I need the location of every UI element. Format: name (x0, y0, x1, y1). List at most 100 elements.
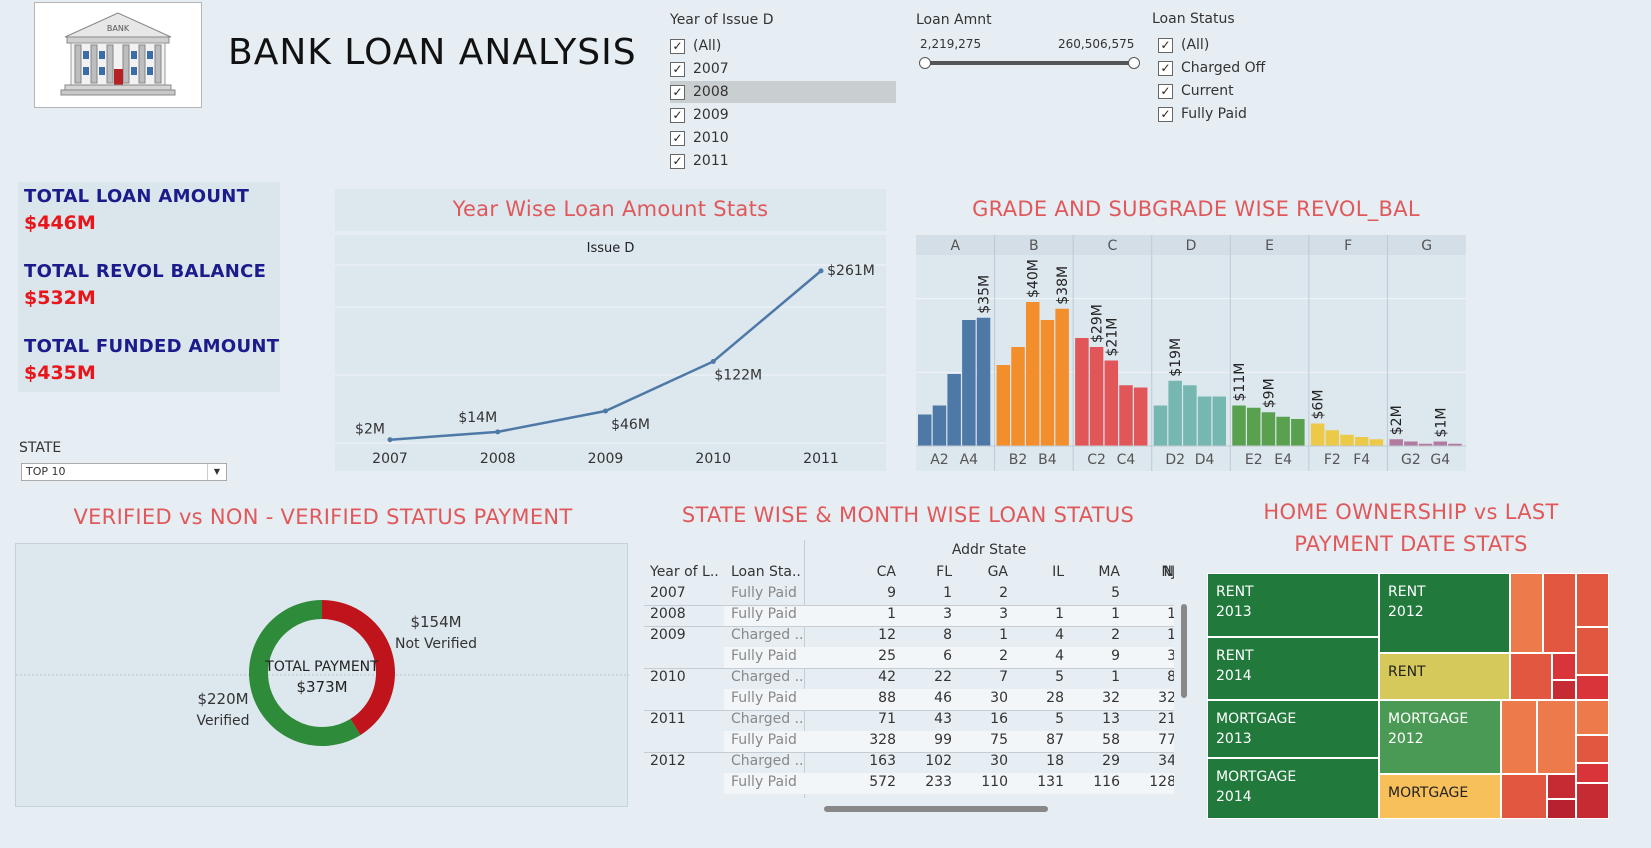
row-band (724, 605, 1174, 626)
column-header: FL (936, 564, 952, 580)
grade-bar (1448, 443, 1462, 446)
grade-header: G (1421, 238, 1432, 254)
loan_status-filter-option[interactable]: ✓ Charged Off (1158, 57, 1318, 79)
x-tick-label: 2008 (480, 451, 516, 467)
row-status: Fully Paid (731, 690, 797, 706)
loan_status-filter-option[interactable]: ✓ Current (1158, 80, 1318, 102)
grade-bar (947, 374, 961, 446)
row-status: Fully Paid (731, 585, 797, 601)
loan-amnt-slider-min-handle[interactable] (919, 57, 931, 69)
treemap-tile: RENT 2012 (1379, 573, 1510, 653)
grade-bar (1104, 360, 1119, 446)
year-filter-option[interactable]: ✓ 2007 (670, 58, 896, 80)
verified-chart-panel: TOTAL PAYMENT $373M $154M Not Verified $220M… (15, 543, 629, 807)
row-header: Loan Sta.. (731, 564, 801, 580)
table-cell: 1 (1167, 606, 1174, 622)
table-cell: 2 (999, 585, 1008, 601)
column-group-header: Addr State (951, 542, 1027, 558)
grade-bar (1276, 416, 1290, 446)
grade-bar (1197, 396, 1212, 446)
checkbox-icon[interactable]: ✓ (1158, 60, 1173, 76)
table-cell: 1 (1167, 627, 1174, 643)
column-header: IL (1052, 564, 1064, 580)
table-cell: 18 (1046, 753, 1064, 769)
state-month-title: STATE WISE & MONTH WISE LOAN STATUS (681, 503, 1135, 527)
slice-value-label: $154M (410, 613, 461, 631)
treemap-tile: MORTGAGE 2012 (1379, 700, 1501, 774)
treemap-tile-small (1543, 573, 1576, 653)
total-funded-amount-label: TOTAL FUNDED AMOUNT (24, 336, 280, 357)
table-cell: 32 (1158, 690, 1174, 706)
table-cell: 8 (1167, 669, 1174, 685)
row-divider (644, 605, 1174, 606)
checkbox-icon[interactable]: ✓ (670, 61, 685, 77)
checkbox-icon[interactable]: ✓ (1158, 37, 1173, 53)
checkbox-icon[interactable]: ✓ (1158, 83, 1173, 99)
grade-title: GRADE AND SUBGRADE WISE REVOL_BAL (972, 197, 1420, 221)
state-select-value: TOP 10 (26, 465, 66, 478)
x-tick-label: D2 (1165, 452, 1185, 468)
table-cell: 1 (1111, 606, 1120, 622)
loan_status-filter-option[interactable]: ✓ (All) (1158, 34, 1318, 56)
bar-data-label: $38M (1055, 266, 1071, 305)
table-cell: 5 (1055, 669, 1064, 685)
grade-bar (1040, 320, 1055, 446)
grade-header-band (916, 235, 1466, 255)
table-horizontal-scrollbar[interactable] (824, 806, 1048, 812)
row-band (724, 773, 1174, 794)
year-filter-option[interactable]: ✓ (All) (670, 35, 896, 57)
year-filter-option-label: 2007 (693, 61, 729, 77)
grade-bar (1246, 407, 1261, 446)
total-revol-balance-value: $532M (24, 287, 96, 309)
year-filter-option[interactable]: ✓ 2011 (670, 150, 896, 172)
crosstab-grid: Addr State Year of L.. Loan Sta.. CA FL GA IL M… (644, 540, 1174, 798)
year-filter-option[interactable]: ✓ 2010 (670, 127, 896, 149)
treemap-tile: RENT (1379, 653, 1510, 700)
table-cell: 16 (990, 711, 1008, 727)
home-title-line1: HOME OWNERSHIP vs LAST (1263, 500, 1559, 524)
chevron-down-icon[interactable]: ▼ (207, 464, 226, 480)
grade-bar (1389, 439, 1403, 446)
year-filter-option[interactable]: ✓ 2009 (670, 104, 896, 126)
table-cell: 163 (869, 753, 896, 769)
loan-amnt-slider-track[interactable] (925, 61, 1133, 65)
line-point (818, 268, 824, 274)
bar-data-label: $35M (977, 275, 993, 314)
table-vertical-scrollbar[interactable] (1181, 604, 1187, 698)
grade-header: B (1029, 238, 1039, 254)
loan_status-filter-option-label: Fully Paid (1181, 106, 1247, 122)
checkbox-icon[interactable]: ✓ (670, 84, 685, 100)
grade-bar (1354, 437, 1369, 446)
table-cell: 2 (999, 648, 1008, 664)
table-cell: 32 (1102, 690, 1120, 706)
home-treemap: RENT 2013 RENT 2012 RENT 2014 RENT MORTGAGE 2013… (1207, 573, 1609, 819)
table-cell: 4 (1055, 648, 1064, 664)
year-filter-option-label: 2009 (693, 107, 729, 123)
x-tick-label: G2 (1401, 452, 1421, 468)
table-cell: 87 (1046, 732, 1064, 748)
loan_status-filter-option[interactable]: ✓ Fully Paid (1158, 103, 1318, 125)
grade-bar (1369, 439, 1384, 446)
table-cell: 99 (934, 732, 952, 748)
checkbox-icon[interactable]: ✓ (1158, 106, 1173, 122)
year-filter-option[interactable]: ✓ 2008 (670, 81, 896, 103)
table-cell: 34 (1158, 753, 1174, 769)
line-data-label: $122M (714, 367, 762, 383)
table-cell: 3 (1167, 648, 1174, 664)
logo-text: BANK (107, 24, 130, 33)
line-point (495, 429, 501, 435)
state-select[interactable]: TOP 10 ▼ (21, 463, 227, 481)
loan-amnt-filter-title: Loan Amnt (916, 12, 992, 28)
line-chart-header: Issue D (587, 241, 635, 256)
checkbox-icon[interactable]: ✓ (670, 38, 685, 54)
checkbox-icon[interactable]: ✓ (670, 107, 685, 123)
treemap-tile-small (1576, 763, 1609, 783)
grade-bar (1433, 441, 1448, 446)
treemap-tile: MORTGAGE (1379, 774, 1501, 819)
table-cell: 116 (1093, 774, 1120, 790)
checkbox-icon[interactable]: ✓ (670, 130, 685, 146)
loan-amnt-slider-max-handle[interactable] (1128, 57, 1140, 69)
checkbox-icon[interactable]: ✓ (670, 153, 685, 169)
grade-bar (1232, 405, 1246, 446)
line-data-label: $261M (827, 263, 875, 279)
